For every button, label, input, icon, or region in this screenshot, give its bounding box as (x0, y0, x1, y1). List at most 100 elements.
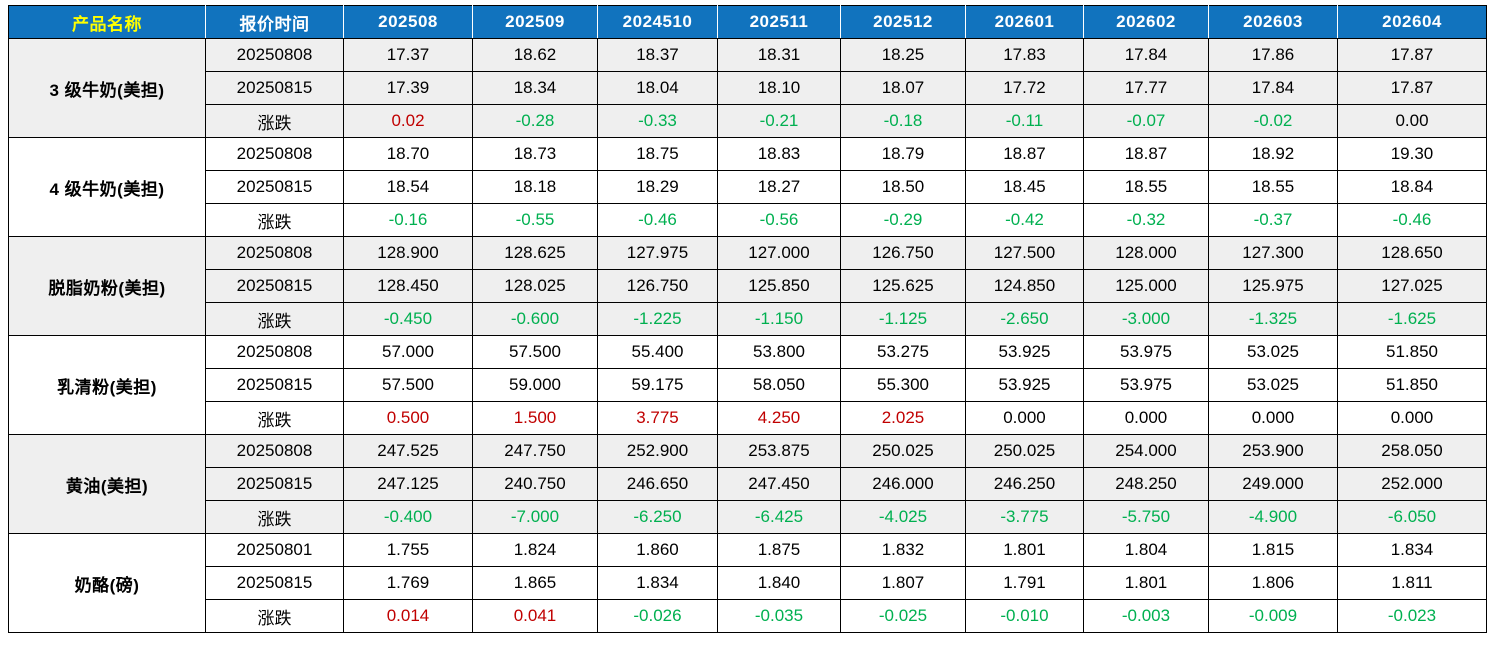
price-value-cell: 246.000 (840, 467, 966, 501)
change-value-cell: 0.014 (343, 599, 473, 633)
price-value-cell: 19.30 (1337, 137, 1487, 171)
product-name-cell: 奶酪(磅) (8, 533, 206, 633)
price-value-cell: 1.807 (840, 566, 966, 600)
product-name-cell: 脱脂奶粉(美担) (8, 236, 206, 336)
change-value-cell: -0.11 (965, 104, 1084, 138)
change-value-cell: -0.46 (1337, 203, 1487, 237)
quote-date-cell: 20250808 (205, 236, 344, 270)
price-value-cell: 252.900 (597, 434, 718, 468)
price-value-cell: 1.811 (1337, 566, 1487, 600)
price-value-cell: 1.860 (597, 533, 718, 567)
quote-date-cell: 20250815 (205, 566, 344, 600)
change-value-cell: -0.37 (1208, 203, 1338, 237)
price-value-cell: 1.824 (472, 533, 598, 567)
price-value-cell: 53.975 (1083, 368, 1209, 402)
table-row: 3 级牛奶(美担) 20250808 17.37 18.62 18.37 18.31 18.… (8, 38, 1487, 138)
header-cell-month-202508: 202508 (343, 5, 473, 39)
product-name-cell: 黄油(美担) (8, 434, 206, 534)
change-value-cell: -0.18 (840, 104, 966, 138)
price-value-cell: 128.025 (472, 269, 598, 303)
price-value-cell: 127.300 (1208, 236, 1338, 270)
price-value-cell: 128.625 (472, 236, 598, 270)
change-label-cell: 涨跌 (205, 203, 344, 237)
change-value-cell: -0.55 (472, 203, 598, 237)
change-value-cell: 0.000 (1083, 401, 1209, 435)
change-value-cell: -4.025 (840, 500, 966, 534)
table-row: 20250815 1.769 1.865 1.834 1.840 1.807 1.791 1.… (9, 566, 1487, 600)
price-value-cell: 125.850 (717, 269, 841, 303)
price-value-cell: 126.750 (597, 269, 718, 303)
price-value-cell: 17.39 (343, 71, 473, 105)
change-value-cell: -0.02 (1208, 104, 1338, 138)
quote-date-cell: 20250801 (205, 533, 344, 567)
price-value-cell: 128.000 (1083, 236, 1209, 270)
table-row: 20250815 128.450 128.025 126.750 125.850 125.… (9, 269, 1487, 303)
header-row: 产品名称 报价时间 202508 202509 2024510 202511 2… (8, 5, 1487, 39)
price-value-cell: 1.875 (717, 533, 841, 567)
table-row: 涨跌 -0.450 -0.600 -1.225 -1.150 -1.125 -2.650 -3… (9, 302, 1487, 336)
change-value-cell: -1.125 (840, 302, 966, 336)
price-value-cell: 18.79 (840, 137, 966, 171)
header-cell-month-202509: 202509 (472, 5, 598, 39)
price-value-cell: 18.84 (1337, 170, 1487, 204)
table-row: 奶酪(磅) 20250801 1.755 1.824 1.860 1.875 1.832 1.… (8, 533, 1487, 633)
price-value-cell: 124.850 (965, 269, 1084, 303)
header-cell-month-202511: 202511 (717, 5, 841, 39)
price-value-cell: 1.865 (472, 566, 598, 600)
price-value-cell: 18.50 (840, 170, 966, 204)
price-value-cell: 253.900 (1208, 434, 1338, 468)
change-value-cell: 2.025 (840, 401, 966, 435)
dairy-quote-table: 产品名称 报价时间 202508 202509 2024510 202511 2… (8, 5, 1487, 633)
change-value-cell: -0.010 (965, 599, 1084, 633)
price-value-cell: 125.000 (1083, 269, 1209, 303)
price-value-cell: 55.300 (840, 368, 966, 402)
price-value-cell: 1.834 (1337, 533, 1487, 567)
table-row: 20250815 247.125 240.750 246.650 247.450 246.… (9, 467, 1487, 501)
change-value-cell: 0.02 (343, 104, 473, 138)
table-row: 20250815 18.54 18.18 18.29 18.27 18.50 18.45 18… (9, 170, 1487, 204)
price-value-cell: 1.834 (597, 566, 718, 600)
price-value-cell: 18.54 (343, 170, 473, 204)
price-value-cell: 128.650 (1337, 236, 1487, 270)
table-row: 涨跌 -0.400 -7.000 -6.250 -6.425 -4.025 -3.775 -5… (9, 500, 1487, 534)
change-value-cell: 0.041 (472, 599, 598, 633)
price-value-cell: 247.450 (717, 467, 841, 501)
price-value-cell: 18.55 (1208, 170, 1338, 204)
change-value-cell: -3.775 (965, 500, 1084, 534)
header-cell-month-202512: 202512 (840, 5, 966, 39)
change-value-cell: -6.050 (1337, 500, 1487, 534)
table-row: 脱脂奶粉(美担) 20250808 128.900 128.625 127.975 127… (8, 236, 1487, 336)
quote-date-cell: 20250815 (205, 71, 344, 105)
change-value-cell: -0.600 (472, 302, 598, 336)
change-value-cell: -0.400 (343, 500, 473, 534)
price-value-cell: 247.125 (343, 467, 473, 501)
price-value-cell: 246.250 (965, 467, 1084, 501)
price-value-cell: 1.804 (1083, 533, 1209, 567)
change-value-cell: 0.500 (343, 401, 473, 435)
price-value-cell: 247.750 (472, 434, 598, 468)
price-value-cell: 18.87 (1083, 137, 1209, 171)
header-cell-month-202602: 202602 (1083, 5, 1209, 39)
change-label-cell: 涨跌 (205, 500, 344, 534)
header-cell-product-name: 产品名称 (8, 5, 206, 39)
table-row: 乳清粉(美担) 20250808 57.000 57.500 55.400 53.800 5… (8, 335, 1487, 435)
change-value-cell: -0.56 (717, 203, 841, 237)
change-value-cell: -0.16 (343, 203, 473, 237)
price-value-cell: 17.37 (343, 38, 473, 72)
table-row: 20250815 57.500 59.000 59.175 58.050 55.300 53… (9, 368, 1487, 402)
change-value-cell: -3.000 (1083, 302, 1209, 336)
price-value-cell: 125.975 (1208, 269, 1338, 303)
price-value-cell: 17.83 (965, 38, 1084, 72)
price-value-cell: 127.500 (965, 236, 1084, 270)
price-value-cell: 18.04 (597, 71, 718, 105)
change-value-cell: 1.500 (472, 401, 598, 435)
price-value-cell: 17.86 (1208, 38, 1338, 72)
quote-date-cell: 20250808 (205, 137, 344, 171)
price-value-cell: 127.025 (1337, 269, 1487, 303)
change-value-cell: -0.29 (840, 203, 966, 237)
quote-date-cell: 20250808 (205, 38, 344, 72)
price-value-cell: 18.83 (717, 137, 841, 171)
price-value-cell: 127.975 (597, 236, 718, 270)
price-value-cell: 1.755 (343, 533, 473, 567)
